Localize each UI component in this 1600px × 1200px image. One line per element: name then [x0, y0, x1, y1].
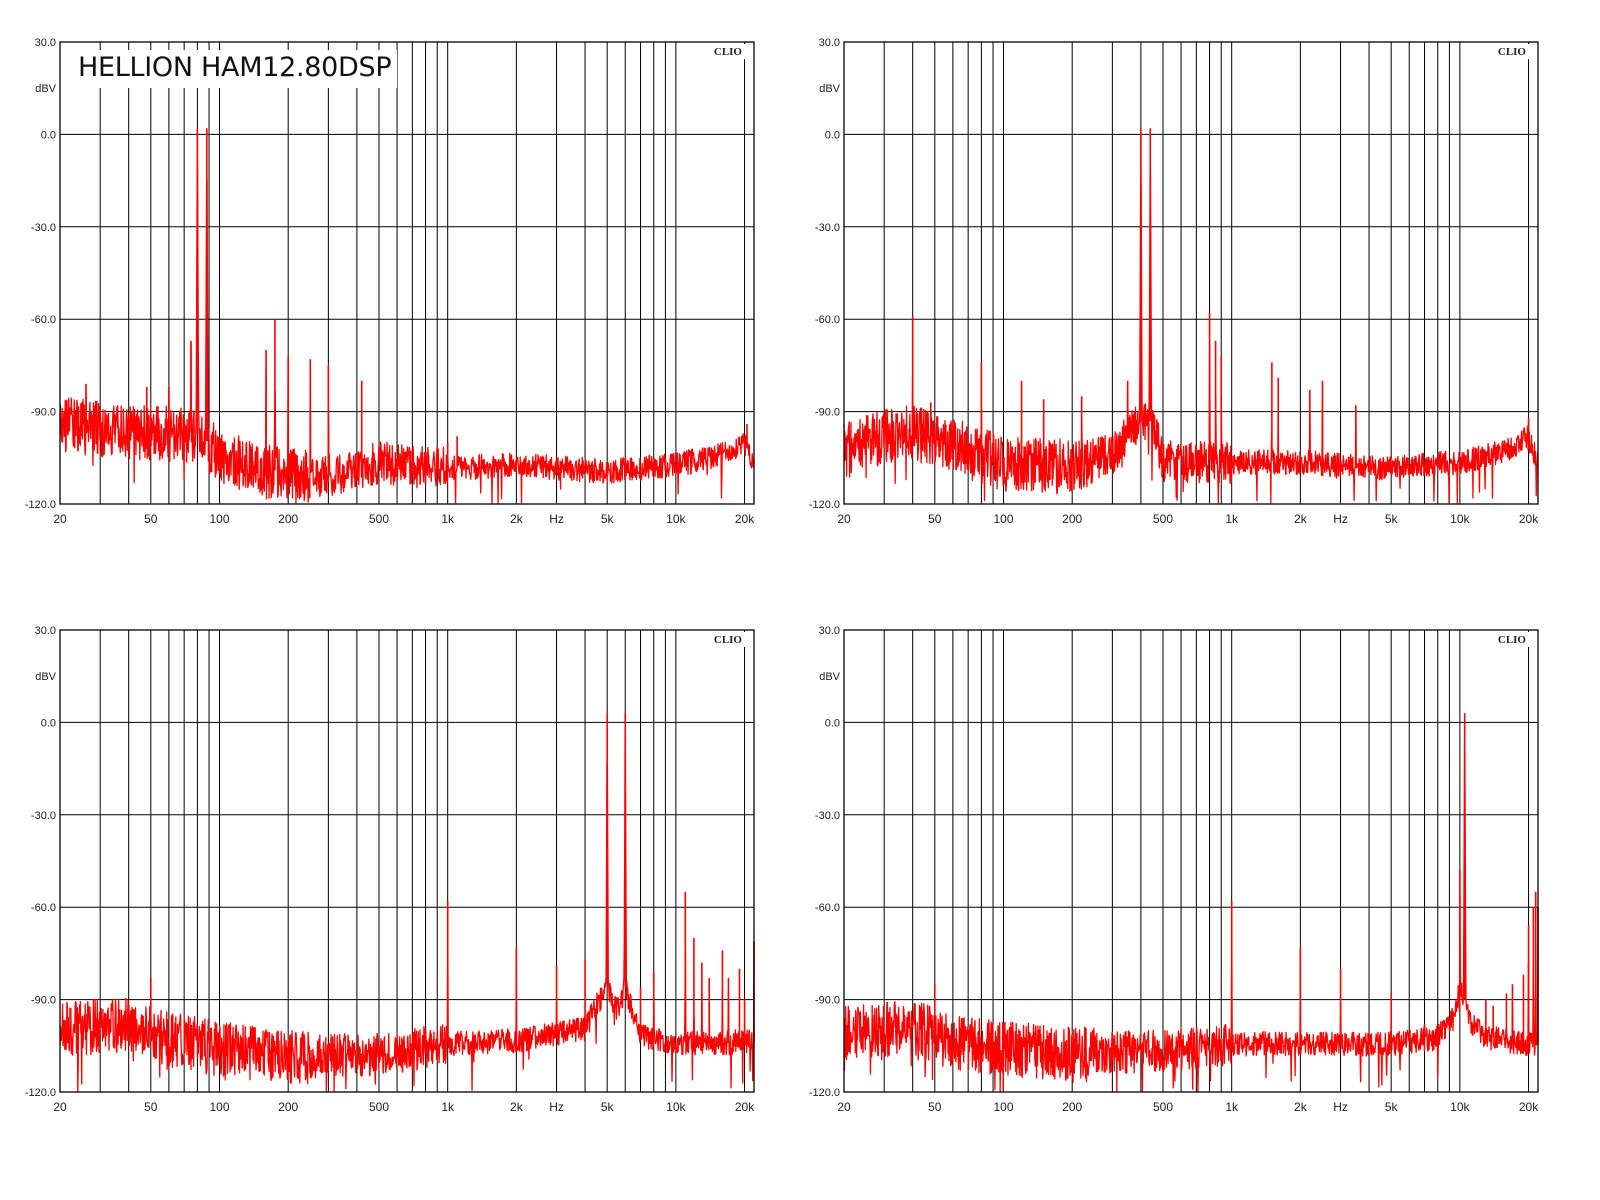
x-tick-label: 20	[837, 1100, 851, 1114]
y-axis-label: dBV	[35, 671, 56, 683]
y-tick-label: 0.0	[41, 717, 56, 729]
x-tick-label: 100	[993, 512, 1013, 526]
y-tick-label: -120.0	[809, 1087, 840, 1099]
y-tick-label: -90.0	[31, 995, 56, 1007]
x-tick-label: Hz	[1333, 512, 1348, 526]
watermark-backing	[1488, 44, 1532, 59]
x-tick-label: 5k	[601, 1100, 615, 1114]
y-axis-label: dBV	[35, 83, 56, 95]
chart-title: HELLION HAM12.80DSP	[76, 50, 398, 88]
y-tick-label: 0.0	[41, 129, 56, 141]
x-tick-label: 2k	[1294, 512, 1308, 526]
x-tick-label: 50	[144, 1100, 158, 1114]
x-tick-label: 10k	[666, 512, 686, 526]
plot-frame	[59, 41, 755, 505]
y-tick-label: 30.0	[35, 625, 56, 637]
x-tick-label: 20k	[735, 512, 755, 526]
x-tick-label: Hz	[549, 1100, 564, 1114]
x-tick-label: 10k	[666, 1100, 686, 1114]
y-tick-label: -120.0	[25, 1087, 56, 1099]
y-tick-label: -60.0	[31, 314, 56, 326]
clio-watermark: CLIO	[1498, 634, 1527, 646]
clio-watermark: CLIO	[714, 46, 743, 58]
y-tick-label: 30.0	[35, 37, 56, 49]
spectrum-panel-top-left: 30.0 0.0 -30.0 -60.0 -90.0 -120.0 dBV 20 50 100 20…	[25, 37, 755, 526]
x-tick-label: 1k	[441, 1100, 455, 1114]
watermark-backing	[1488, 632, 1532, 647]
x-tick-label: 10k	[1450, 1100, 1470, 1114]
x-tick-label: 1k	[1225, 1100, 1239, 1114]
x-tick-label: 200	[1062, 1100, 1082, 1114]
y-tick-label: -60.0	[815, 902, 840, 914]
y-tick-label: -90.0	[815, 407, 840, 419]
clio-watermark: CLIO	[714, 634, 743, 646]
y-tick-label: 0.0	[825, 717, 840, 729]
x-tick-label: 2k	[510, 512, 524, 526]
y-tick-label: -90.0	[31, 407, 56, 419]
y-axis-label: dBV	[819, 83, 840, 95]
clio-watermark: CLIO	[1498, 46, 1527, 58]
x-tick-label: 20k	[735, 1100, 755, 1114]
spectrum-trace	[843, 150, 1539, 505]
x-tick-label: 20	[53, 1100, 67, 1114]
x-tick-label: 100	[209, 512, 229, 526]
x-tick-label: 500	[369, 512, 389, 526]
x-tick-label: 1k	[1225, 512, 1239, 526]
spectrum-trace	[843, 713, 1539, 1093]
y-tick-label: 30.0	[819, 625, 840, 637]
x-tick-label: Hz	[549, 512, 564, 526]
y-tick-label: -30.0	[815, 810, 840, 822]
watermark-backing	[704, 632, 748, 647]
spectrum-trace	[59, 728, 755, 1093]
spectrum-trace	[59, 156, 755, 505]
x-tick-label: 2k	[1294, 1100, 1308, 1114]
y-tick-label: -90.0	[815, 995, 840, 1007]
y-tick-label: -30.0	[31, 810, 56, 822]
x-tick-label: 10k	[1450, 512, 1470, 526]
spectrum-panel-bottom-left: 30.0 0.0 -30.0 -60.0 -90.0 -120.0 dBV 20 50 100 20…	[25, 625, 755, 1114]
x-tick-label: 100	[209, 1100, 229, 1114]
x-tick-label: 5k	[601, 512, 615, 526]
x-tick-label: 200	[278, 512, 298, 526]
x-tick-label: 100	[993, 1100, 1013, 1114]
x-tick-label: 20	[837, 512, 851, 526]
y-axis-label: dBV	[819, 671, 840, 683]
x-tick-label: 200	[1062, 512, 1082, 526]
plot-frame	[843, 41, 1539, 505]
x-tick-label: 500	[369, 1100, 389, 1114]
x-tick-label: 500	[1153, 512, 1173, 526]
y-tick-label: 30.0	[819, 37, 840, 49]
x-tick-label: 50	[928, 512, 942, 526]
y-tick-label: -120.0	[809, 499, 840, 511]
plot-frame	[843, 629, 1539, 1093]
x-tick-label: 500	[1153, 1100, 1173, 1114]
x-tick-label: 5k	[1385, 512, 1399, 526]
plot-frame	[59, 629, 755, 1093]
x-tick-label: 200	[278, 1100, 298, 1114]
x-tick-label: 20	[53, 512, 67, 526]
spectrum-panel-bottom-right: 30.0 0.0 -30.0 -60.0 -90.0 -120.0 dBV 20 50 100 20…	[809, 625, 1539, 1114]
x-tick-label: 5k	[1385, 1100, 1399, 1114]
x-tick-label: Hz	[1333, 1100, 1348, 1114]
x-tick-label: 2k	[510, 1100, 524, 1114]
y-tick-label: 0.0	[825, 129, 840, 141]
y-tick-label: -30.0	[815, 222, 840, 234]
watermark-backing	[704, 44, 748, 59]
x-tick-label: 50	[928, 1100, 942, 1114]
x-tick-label: 1k	[441, 512, 455, 526]
y-tick-label: -120.0	[25, 499, 56, 511]
y-tick-label: -30.0	[31, 222, 56, 234]
spectrum-panel-top-right: 30.0 0.0 -30.0 -60.0 -90.0 -120.0 dBV 20 50 100 20…	[809, 37, 1539, 526]
x-tick-label: 50	[144, 512, 158, 526]
y-tick-label: -60.0	[31, 902, 56, 914]
x-tick-label: 20k	[1519, 1100, 1539, 1114]
y-tick-label: -60.0	[815, 314, 840, 326]
x-tick-label: 20k	[1519, 512, 1539, 526]
